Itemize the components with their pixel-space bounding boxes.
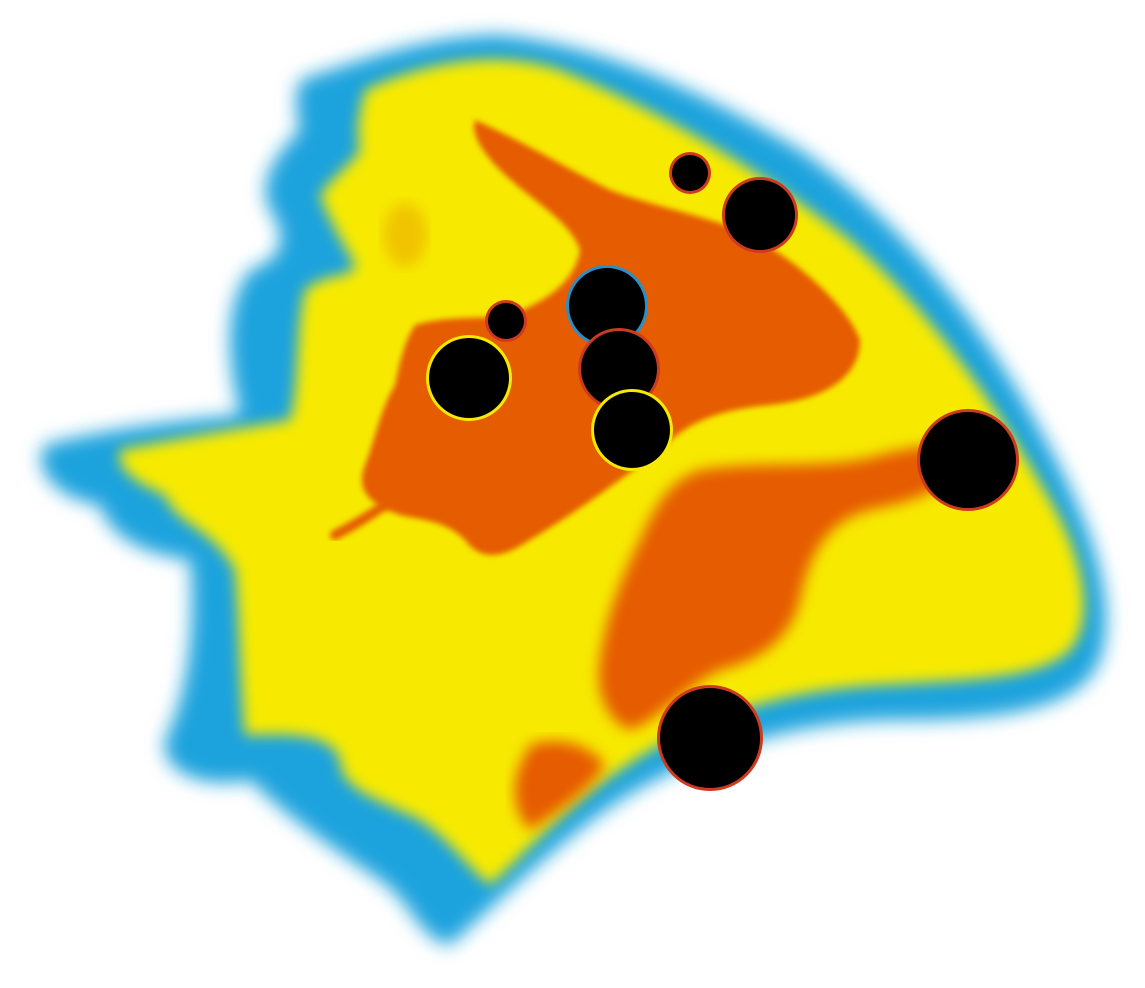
inner-zone-patch xyxy=(598,446,960,730)
marker-m5[interactable] xyxy=(429,338,509,418)
marker-m8[interactable] xyxy=(920,412,1016,508)
marker-layer xyxy=(426,152,1019,791)
inner-zone-patch xyxy=(514,741,605,830)
marker-m2[interactable] xyxy=(725,180,795,250)
marker-m1[interactable] xyxy=(672,155,708,191)
marker-m3[interactable] xyxy=(569,268,645,344)
marker-m7[interactable] xyxy=(594,392,670,468)
marker-m9[interactable] xyxy=(660,688,760,788)
marker-m6[interactable] xyxy=(581,331,657,407)
marker-m4[interactable] xyxy=(488,303,524,339)
inner-zone-spur xyxy=(330,500,390,540)
light-spot xyxy=(383,203,427,267)
